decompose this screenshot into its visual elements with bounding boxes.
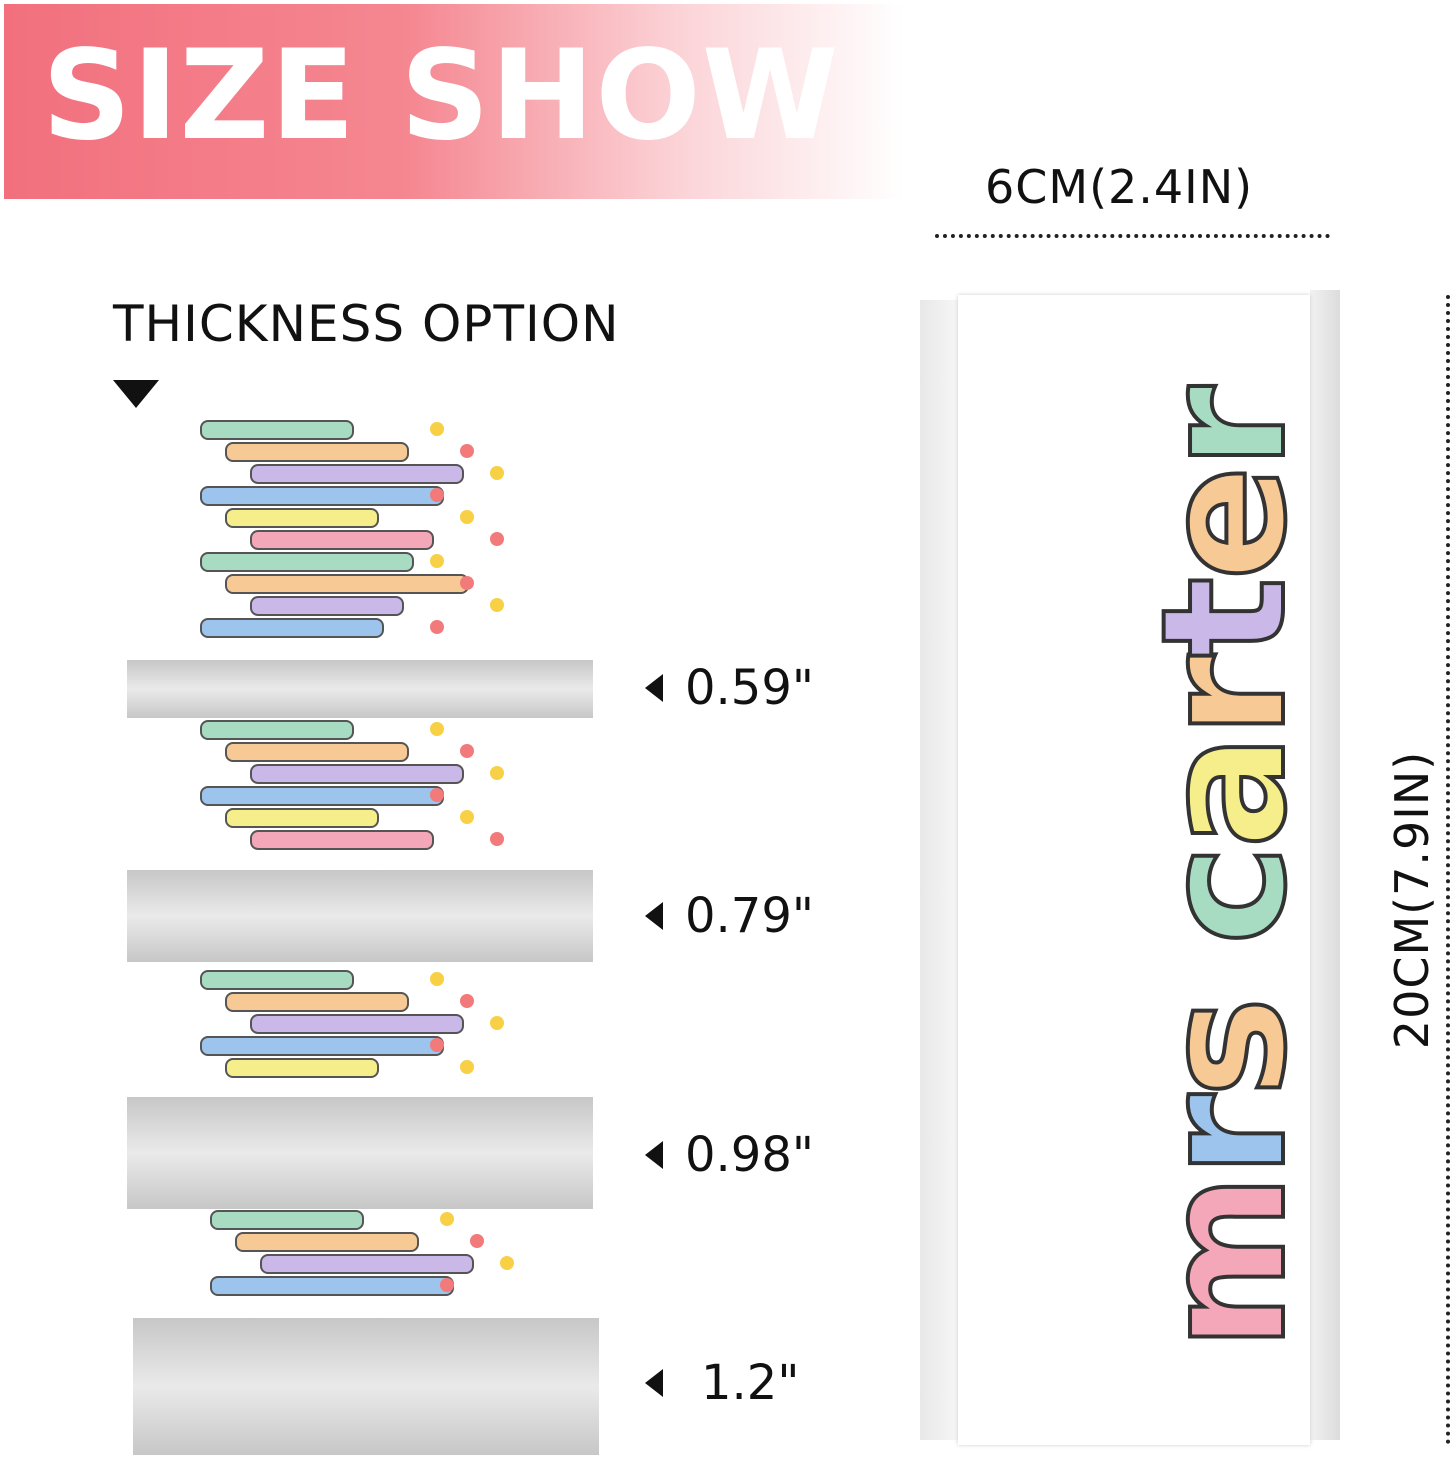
letter: r bbox=[1124, 1096, 1326, 1180]
letter-stripe bbox=[250, 464, 464, 484]
letter: a bbox=[1124, 736, 1326, 851]
letter: r bbox=[1124, 656, 1326, 740]
letter-stripe bbox=[200, 970, 354, 990]
letter: m bbox=[1124, 1175, 1326, 1352]
block-edge bbox=[133, 1318, 599, 1455]
letter: t bbox=[1124, 579, 1326, 660]
block-top-face bbox=[190, 970, 560, 1090]
letter-stripe bbox=[235, 1232, 419, 1252]
product-block bbox=[958, 295, 1310, 1445]
block-edge bbox=[127, 660, 593, 718]
flower bbox=[430, 554, 444, 568]
letter-stripe bbox=[250, 764, 464, 784]
option-label: 0.59" bbox=[685, 660, 814, 716]
option-label: 0.98" bbox=[685, 1127, 814, 1183]
title-banner: SIZE SHOW bbox=[4, 4, 904, 199]
flower bbox=[440, 1212, 454, 1226]
flower bbox=[430, 788, 444, 802]
thickness-option: 1.2" bbox=[645, 1355, 799, 1411]
option-label: 1.2" bbox=[701, 1355, 800, 1411]
block-right-face bbox=[1310, 290, 1340, 1440]
block-side-face bbox=[920, 300, 960, 1440]
flower bbox=[470, 1234, 484, 1248]
option-label: 0.79" bbox=[685, 888, 814, 944]
letter bbox=[1126, 945, 1324, 1000]
flower bbox=[490, 832, 504, 846]
flower bbox=[460, 1060, 474, 1074]
letter-stripe bbox=[225, 442, 409, 462]
letter-stripe bbox=[250, 830, 434, 850]
letter: e bbox=[1124, 467, 1326, 582]
letter-stripe bbox=[250, 530, 434, 550]
product-lettering: mrs carter bbox=[1124, 387, 1326, 1352]
letter-stripe bbox=[210, 1276, 454, 1296]
triangle-left-icon bbox=[645, 1141, 663, 1169]
block-edge bbox=[127, 870, 593, 962]
thickness-option: 0.59" bbox=[645, 660, 814, 716]
flower bbox=[500, 1256, 514, 1270]
flower bbox=[490, 766, 504, 780]
thickness-option: 0.98" bbox=[645, 1127, 814, 1183]
block-top-face bbox=[190, 720, 560, 860]
width-dimension: 6CM(2.4IN) bbox=[985, 160, 1254, 214]
letter-stripe bbox=[200, 420, 354, 440]
flower bbox=[440, 1278, 454, 1292]
flower bbox=[460, 744, 474, 758]
width-dotted-line bbox=[935, 234, 1330, 238]
block-edge bbox=[127, 1097, 593, 1209]
flower bbox=[430, 722, 444, 736]
letter-stripe bbox=[225, 574, 469, 594]
letter-stripe bbox=[250, 1014, 464, 1034]
letter-stripe bbox=[200, 486, 444, 506]
flower bbox=[430, 972, 444, 986]
height-dimension: 20CM(7.9IN) bbox=[1385, 750, 1439, 1050]
flower bbox=[490, 1016, 504, 1030]
thickness-option: 0.79" bbox=[645, 888, 814, 944]
thickness-title: THICKNESS OPTION bbox=[113, 295, 620, 353]
flower bbox=[430, 422, 444, 436]
letter-stripe bbox=[200, 618, 384, 638]
flower bbox=[430, 1038, 444, 1052]
triangle-left-icon bbox=[645, 902, 663, 930]
flower bbox=[460, 444, 474, 458]
letter: s bbox=[1124, 998, 1326, 1099]
flower bbox=[430, 620, 444, 634]
letter: r bbox=[1124, 387, 1326, 471]
triangle-down-icon bbox=[113, 380, 159, 408]
flower bbox=[460, 576, 474, 590]
flower bbox=[460, 994, 474, 1008]
letter-stripe bbox=[200, 1036, 444, 1056]
flower bbox=[460, 510, 474, 524]
letter: c bbox=[1124, 846, 1326, 947]
block-top-face bbox=[200, 1210, 570, 1310]
letter-stripe bbox=[225, 508, 379, 528]
flower bbox=[490, 466, 504, 480]
letter-stripe bbox=[225, 742, 409, 762]
triangle-left-icon bbox=[645, 674, 663, 702]
letter-stripe bbox=[260, 1254, 474, 1274]
triangle-left-icon bbox=[645, 1369, 663, 1397]
letter-stripe bbox=[250, 596, 404, 616]
letter-stripe bbox=[225, 1058, 379, 1078]
letter-stripe bbox=[200, 552, 414, 572]
letter-stripe bbox=[200, 720, 354, 740]
flower bbox=[490, 598, 504, 612]
letter-stripe bbox=[225, 992, 409, 1012]
flower bbox=[430, 488, 444, 502]
height-dotted-line bbox=[1446, 295, 1450, 1445]
letter-stripe bbox=[225, 808, 379, 828]
block-top-face bbox=[190, 420, 560, 650]
flower bbox=[460, 810, 474, 824]
letter-stripe bbox=[210, 1210, 364, 1230]
letter-stripe bbox=[200, 786, 444, 806]
banner-title: SIZE SHOW bbox=[42, 24, 840, 168]
flower bbox=[490, 532, 504, 546]
